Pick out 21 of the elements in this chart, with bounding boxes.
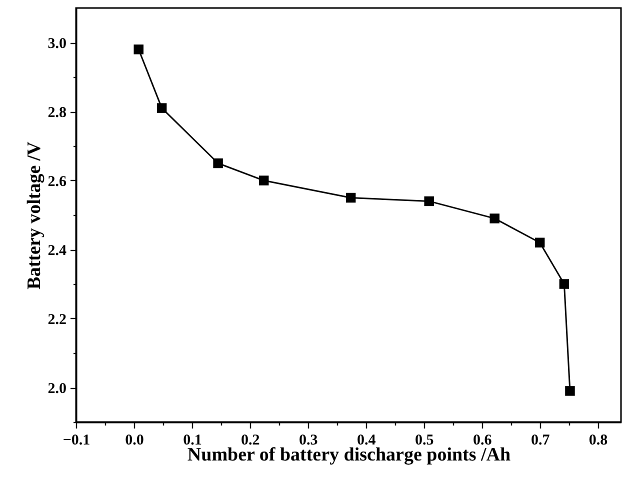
y-axis-title: Battery voltage /V (24, 141, 45, 290)
y-tick-label: 2.4 (48, 243, 67, 259)
x-tick-label: −0.1 (62, 432, 90, 448)
point (534, 238, 545, 248)
x-tick-label: 0.7 (530, 432, 550, 448)
point (258, 176, 269, 186)
point (565, 386, 575, 396)
point (490, 214, 500, 224)
y-tick-label: 3.0 (48, 36, 66, 52)
point (156, 103, 167, 113)
point (346, 192, 356, 203)
point (213, 158, 223, 168)
y-tick-label: 2.2 (48, 312, 66, 328)
y-tick-label: 2.8 (48, 105, 66, 121)
y-tick-label: 2.6 (48, 174, 67, 190)
y-tick-label: 2.0 (48, 381, 66, 397)
x-tick-label: 0.0 (125, 432, 144, 448)
point (134, 44, 144, 54)
x-tick-label: 0.8 (588, 432, 608, 448)
point (559, 279, 570, 289)
point (424, 196, 434, 206)
